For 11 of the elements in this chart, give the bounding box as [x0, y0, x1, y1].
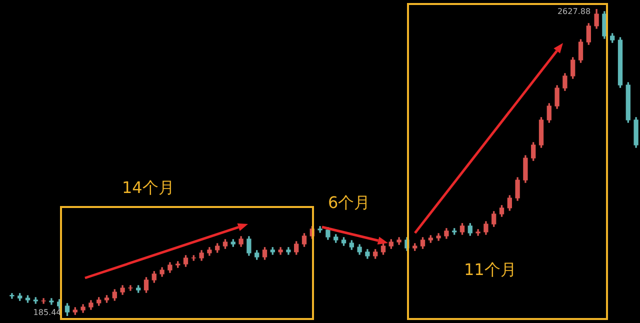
- annotation: 11个月: [464, 260, 516, 281]
- annotation: 185.44: [33, 308, 62, 318]
- candlestick: [128, 285, 133, 291]
- candlestick: [41, 298, 46, 304]
- candlestick: [10, 293, 14, 299]
- annotation: 14个月: [122, 178, 174, 199]
- candlestick: [318, 226, 322, 233]
- candlestick: [476, 229, 480, 236]
- annotation: 6个月: [328, 193, 370, 214]
- candlestick: [49, 298, 54, 305]
- annotation: 2627.88: [557, 7, 591, 16]
